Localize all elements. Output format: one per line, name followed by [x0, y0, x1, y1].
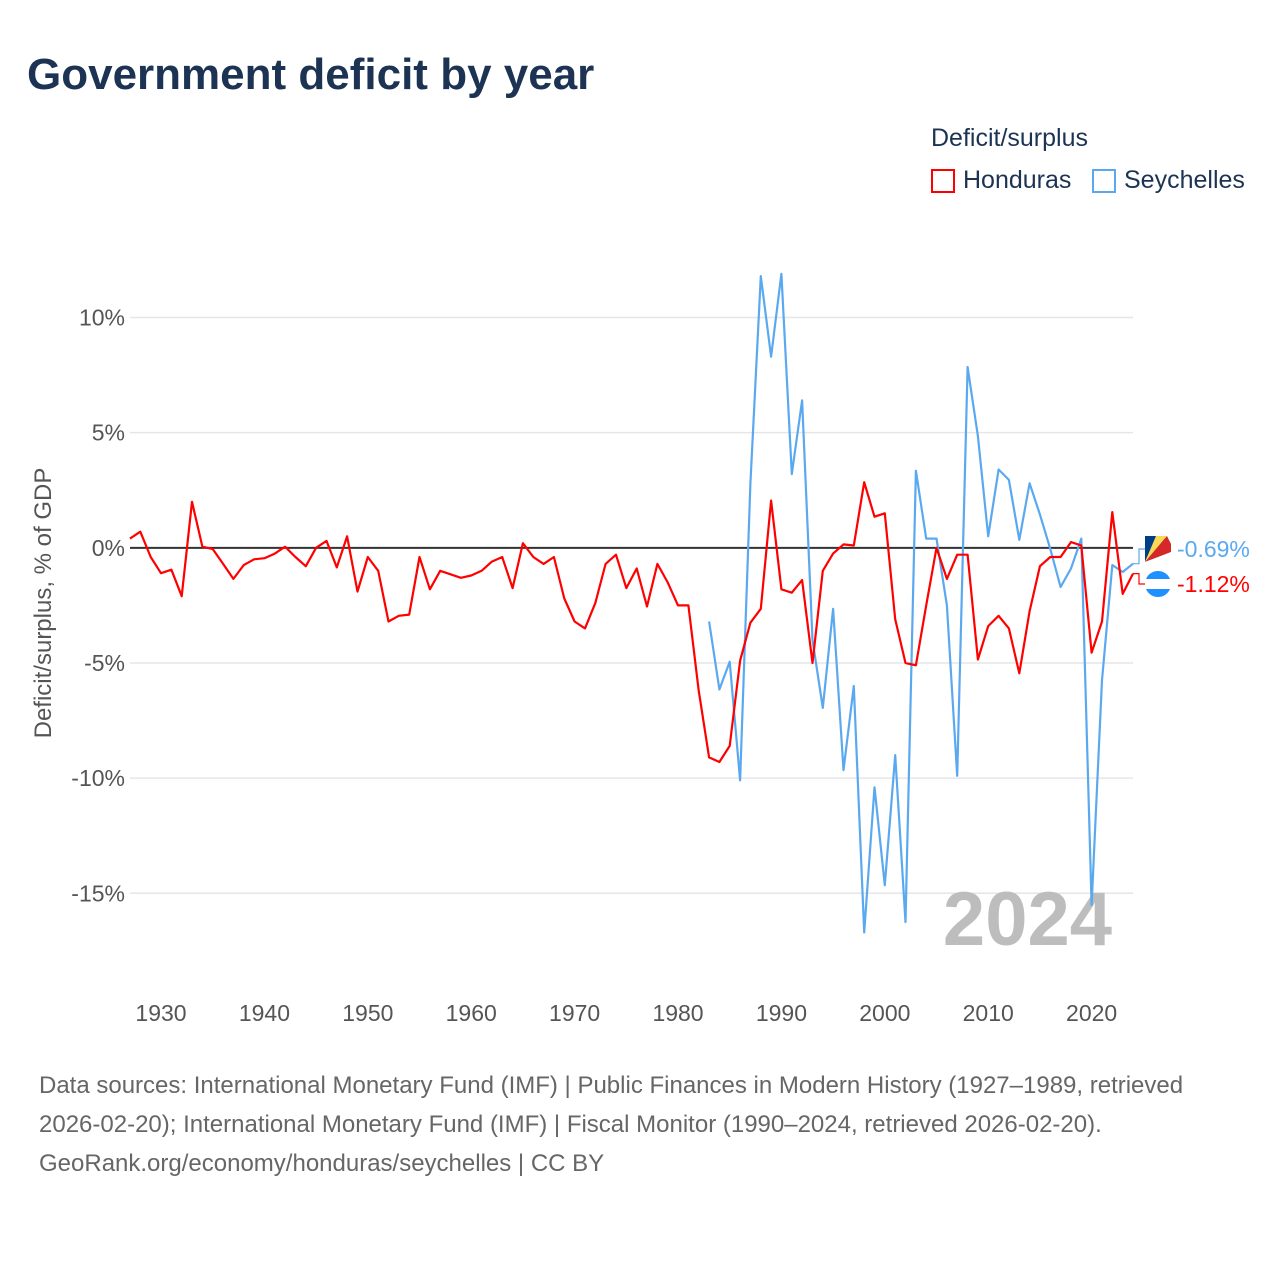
x-tick-label: 1970 — [549, 1000, 600, 1026]
end-label-seychelles: -0.69% — [1177, 536, 1250, 562]
series-line-seychelles[interactable] — [708, 272, 1134, 934]
x-tick-label: 1980 — [652, 1000, 703, 1026]
y-tick-label: -5% — [84, 650, 125, 676]
y-tick-label: 10% — [79, 305, 125, 331]
legend-label: Seychelles — [1124, 166, 1245, 194]
x-tick-label: 2010 — [963, 1000, 1014, 1026]
legend-swatch-honduras — [931, 168, 955, 193]
chart-title: Government deficit by year — [27, 50, 595, 99]
legend-item-seychelles[interactable]: Seychelles — [1092, 166, 1245, 195]
y-tick-label: -15% — [71, 880, 125, 906]
label-connector — [1133, 573, 1145, 585]
x-tick-label: 1960 — [446, 1000, 497, 1026]
legend-title: Deficit/surplus — [931, 124, 1088, 152]
flag-honduras-icon — [1145, 571, 1171, 597]
footer: Data sources: International Monetary Fun… — [39, 1066, 1239, 1183]
credit-link[interactable]: GeoRank.org/economy/honduras/seychelles … — [39, 1150, 605, 1177]
series-line-honduras[interactable] — [129, 481, 1134, 764]
y-tick-label: -10% — [71, 765, 125, 791]
legend-label: Honduras — [963, 166, 1072, 194]
x-tick-label: 2000 — [859, 1000, 910, 1026]
x-tick-label: 1930 — [135, 1000, 186, 1026]
x-tick-label: 2020 — [1066, 1000, 1117, 1026]
flag-seychelles-icon — [1145, 536, 1171, 562]
year-watermark: 2024 — [943, 877, 1112, 962]
legend-swatch-seychelles — [1092, 168, 1116, 193]
x-tick-label: 1940 — [239, 1000, 290, 1026]
legend-item-honduras[interactable]: Honduras — [931, 166, 1071, 195]
y-axis-label: Deficit/surplus, % of GDP — [30, 468, 57, 739]
end-label-honduras: -1.12% — [1177, 571, 1250, 597]
data-sources: Data sources: International Monetary Fun… — [39, 1072, 1184, 1138]
y-tick-label: 0% — [92, 535, 125, 561]
x-tick-label: 1990 — [756, 1000, 807, 1026]
y-tick-label: 5% — [92, 420, 125, 446]
label-connector — [1133, 548, 1145, 565]
x-tick-label: 1950 — [342, 1000, 393, 1026]
